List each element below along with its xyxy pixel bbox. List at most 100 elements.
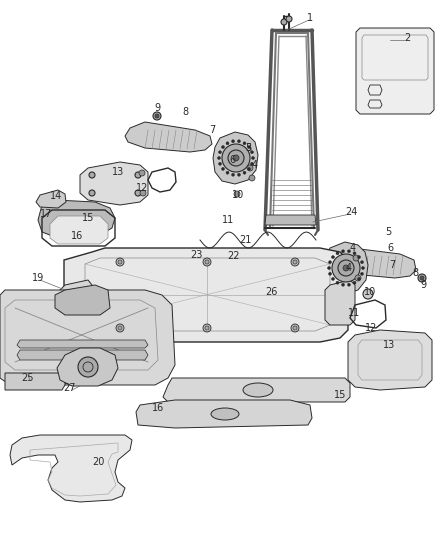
Polygon shape bbox=[36, 190, 66, 208]
Circle shape bbox=[116, 324, 124, 332]
Circle shape bbox=[233, 155, 239, 161]
Circle shape bbox=[249, 175, 255, 181]
Polygon shape bbox=[17, 350, 148, 360]
Circle shape bbox=[139, 170, 145, 176]
Text: 23: 23 bbox=[190, 250, 202, 260]
Polygon shape bbox=[136, 400, 312, 428]
Circle shape bbox=[226, 142, 229, 145]
Circle shape bbox=[251, 151, 254, 154]
Circle shape bbox=[243, 142, 246, 145]
Text: 6: 6 bbox=[387, 243, 393, 253]
Circle shape bbox=[336, 281, 339, 284]
Circle shape bbox=[219, 163, 222, 165]
Text: 14: 14 bbox=[50, 191, 62, 201]
Circle shape bbox=[338, 260, 354, 276]
Text: 7: 7 bbox=[209, 125, 215, 135]
Circle shape bbox=[243, 171, 246, 174]
Circle shape bbox=[332, 255, 335, 259]
Circle shape bbox=[347, 283, 350, 286]
Text: 12: 12 bbox=[365, 323, 377, 333]
Circle shape bbox=[355, 275, 361, 281]
Text: 3: 3 bbox=[245, 143, 251, 153]
Text: 11: 11 bbox=[222, 215, 234, 225]
Text: 9: 9 bbox=[420, 280, 426, 290]
Text: 17: 17 bbox=[40, 209, 52, 219]
Text: 5: 5 bbox=[385, 227, 391, 237]
Text: 8: 8 bbox=[412, 268, 418, 278]
Circle shape bbox=[360, 261, 364, 264]
Circle shape bbox=[293, 326, 297, 330]
Text: 25: 25 bbox=[22, 373, 34, 383]
Circle shape bbox=[228, 150, 244, 166]
Text: 7: 7 bbox=[389, 260, 395, 270]
Circle shape bbox=[135, 172, 141, 178]
Circle shape bbox=[83, 362, 93, 372]
Circle shape bbox=[118, 326, 122, 330]
Ellipse shape bbox=[211, 408, 239, 420]
Text: 4: 4 bbox=[346, 263, 352, 273]
Ellipse shape bbox=[243, 383, 273, 397]
Circle shape bbox=[418, 274, 426, 282]
Circle shape bbox=[222, 144, 250, 172]
Text: 27: 27 bbox=[64, 383, 76, 393]
Circle shape bbox=[234, 191, 240, 197]
Circle shape bbox=[361, 266, 364, 270]
Circle shape bbox=[89, 172, 95, 178]
Circle shape bbox=[251, 157, 254, 159]
Circle shape bbox=[135, 190, 141, 196]
Text: 6: 6 bbox=[229, 155, 235, 165]
Polygon shape bbox=[80, 162, 148, 205]
Circle shape bbox=[78, 357, 98, 377]
Circle shape bbox=[247, 167, 251, 171]
Polygon shape bbox=[213, 132, 258, 184]
Polygon shape bbox=[64, 248, 348, 342]
Polygon shape bbox=[5, 373, 65, 390]
Text: 19: 19 bbox=[32, 273, 44, 283]
Polygon shape bbox=[356, 28, 434, 114]
Text: 20: 20 bbox=[92, 457, 104, 467]
Text: 8: 8 bbox=[182, 107, 188, 117]
Text: 21: 21 bbox=[239, 235, 251, 245]
Text: 12: 12 bbox=[136, 183, 148, 193]
Polygon shape bbox=[323, 242, 368, 294]
Text: 16: 16 bbox=[152, 403, 164, 413]
Text: 4: 4 bbox=[252, 160, 258, 170]
Text: 15: 15 bbox=[82, 213, 94, 223]
Circle shape bbox=[89, 190, 95, 196]
Circle shape bbox=[203, 258, 211, 266]
Text: 22: 22 bbox=[227, 251, 239, 261]
Circle shape bbox=[116, 258, 124, 266]
Circle shape bbox=[363, 289, 373, 299]
Circle shape bbox=[342, 283, 345, 286]
Text: 2: 2 bbox=[404, 33, 410, 43]
Circle shape bbox=[291, 258, 299, 266]
Polygon shape bbox=[57, 348, 118, 386]
Polygon shape bbox=[60, 280, 92, 325]
Circle shape bbox=[357, 278, 360, 280]
Polygon shape bbox=[325, 280, 355, 325]
Text: 11: 11 bbox=[348, 308, 360, 318]
Circle shape bbox=[332, 254, 360, 282]
Polygon shape bbox=[10, 435, 132, 502]
Circle shape bbox=[203, 324, 211, 332]
Text: 4: 4 bbox=[350, 243, 356, 253]
Circle shape bbox=[247, 146, 251, 149]
Circle shape bbox=[343, 265, 349, 271]
Polygon shape bbox=[0, 290, 175, 385]
Text: 10: 10 bbox=[364, 287, 376, 297]
Text: 16: 16 bbox=[71, 231, 83, 241]
Text: 1: 1 bbox=[307, 13, 313, 23]
Circle shape bbox=[291, 324, 299, 332]
Text: 24: 24 bbox=[345, 207, 357, 217]
Polygon shape bbox=[163, 378, 350, 402]
Circle shape bbox=[247, 165, 253, 171]
Circle shape bbox=[336, 252, 339, 255]
Text: 13: 13 bbox=[112, 167, 124, 177]
Circle shape bbox=[251, 163, 254, 165]
Text: 9: 9 bbox=[154, 103, 160, 113]
Circle shape bbox=[218, 157, 220, 159]
Text: 26: 26 bbox=[265, 287, 277, 297]
Circle shape bbox=[205, 326, 209, 330]
Circle shape bbox=[118, 260, 122, 264]
Text: 10: 10 bbox=[232, 190, 244, 200]
